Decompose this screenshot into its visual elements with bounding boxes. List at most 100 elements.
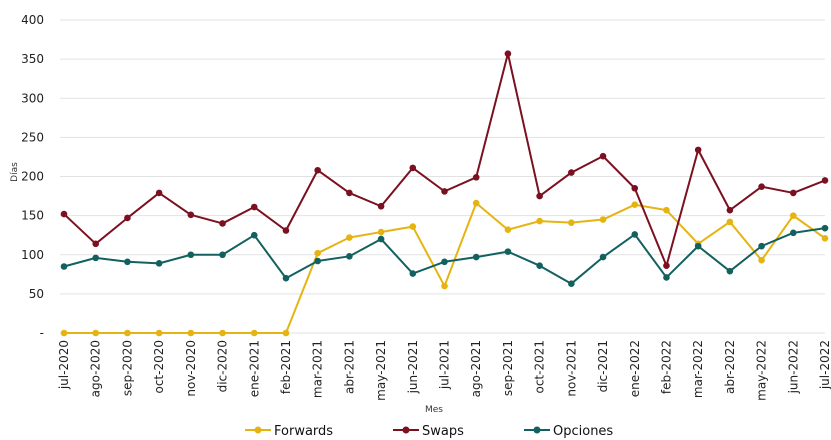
x-tick-label: abr-2021 — [342, 340, 356, 394]
data-point — [631, 201, 639, 208]
data-point — [504, 50, 512, 57]
x-tick-label: abr-2022 — [723, 340, 737, 394]
data-point — [472, 253, 480, 261]
x-tick-label: oct-2020 — [152, 340, 166, 394]
data-point — [60, 329, 68, 337]
y-axis-title: Días — [10, 162, 20, 182]
data-point — [504, 226, 512, 234]
data-point — [409, 223, 417, 230]
data-point — [599, 253, 607, 261]
y-tick-label: 300 — [21, 91, 44, 105]
legend-item-swaps: Swaps — [393, 424, 464, 439]
data-point — [789, 212, 797, 219]
data-point — [377, 202, 385, 210]
data-point — [694, 146, 702, 154]
data-point — [155, 189, 163, 197]
y-tick-label: 50 — [29, 287, 44, 301]
legend-item-forwards: Forwards — [245, 424, 333, 439]
data-point — [124, 329, 131, 337]
data-point — [314, 166, 321, 174]
data-point — [377, 228, 385, 236]
x-tick-label: may-2021 — [374, 340, 388, 401]
data-point — [409, 164, 417, 172]
legend-item-opciones: Opciones — [524, 424, 613, 439]
data-point — [758, 183, 765, 190]
data-point — [758, 256, 765, 264]
x-tick-label: feb-2022 — [659, 340, 673, 394]
data-point — [631, 231, 639, 238]
series-layer — [60, 50, 829, 337]
series-opciones — [60, 224, 829, 288]
data-point — [60, 210, 68, 218]
series-line — [64, 202, 826, 334]
data-point — [726, 206, 734, 214]
x-tick-label: ago-2021 — [469, 340, 483, 397]
legend-marker — [402, 426, 410, 434]
x-tick-label: nov-2021 — [564, 340, 578, 397]
data-point — [282, 227, 290, 234]
data-point — [599, 216, 607, 223]
data-point — [726, 267, 734, 275]
x-tick-label: mar-2021 — [311, 340, 325, 398]
x-tick-label: jul-2022 — [818, 340, 831, 390]
data-point — [441, 188, 448, 195]
data-point — [187, 329, 195, 337]
data-point — [92, 329, 100, 337]
data-point — [250, 231, 258, 239]
y-tick-label: 200 — [21, 170, 44, 184]
legend-label: Opciones — [553, 424, 613, 439]
data-point — [441, 258, 448, 266]
x-axis-title: Mes — [425, 405, 443, 415]
data-point — [92, 254, 100, 262]
x-tick-label: dic-2021 — [596, 340, 610, 392]
x-tick-label: jul-2021 — [438, 340, 452, 390]
data-point — [726, 218, 734, 226]
data-point — [314, 249, 321, 257]
data-point — [789, 229, 797, 237]
x-axis: jul-2020 ago-2020 sep-2020 oct-2020 nov-2020… — [57, 340, 831, 401]
data-point — [219, 329, 226, 337]
data-point — [187, 211, 195, 219]
data-point — [282, 329, 290, 337]
data-point — [219, 220, 226, 227]
data-point — [187, 251, 195, 259]
series-swaps — [60, 50, 829, 270]
legend-marker — [533, 426, 541, 434]
data-point — [346, 253, 353, 260]
data-point — [536, 192, 543, 200]
data-point — [663, 206, 670, 214]
legend-label: Forwards — [274, 424, 333, 439]
y-tick-label: 350 — [21, 52, 44, 66]
data-point — [758, 242, 765, 250]
x-tick-label: ene-2022 — [628, 340, 642, 397]
data-point — [441, 282, 448, 290]
data-point — [821, 177, 829, 184]
x-tick-label: ago-2020 — [89, 340, 103, 397]
data-point — [504, 248, 512, 255]
legend: Forwards Swaps Opciones — [245, 424, 613, 439]
x-tick-label: jun-2022 — [786, 340, 800, 394]
data-point — [663, 262, 670, 270]
x-tick-label: feb-2021 — [279, 340, 293, 394]
legend-marker — [254, 426, 262, 434]
data-point — [250, 329, 258, 337]
y-tick-label: 400 — [21, 13, 44, 27]
x-tick-label: jun-2021 — [406, 340, 420, 394]
data-point — [568, 280, 575, 288]
x-tick-label: sep-2020 — [120, 340, 134, 396]
data-point — [60, 263, 68, 270]
data-point — [821, 224, 829, 232]
x-tick-label: may-2022 — [755, 340, 769, 401]
data-point — [282, 274, 290, 282]
x-tick-label: nov-2020 — [184, 340, 198, 397]
y-tick-label: 100 — [21, 248, 44, 262]
x-tick-label: dic-2020 — [216, 340, 230, 392]
data-point — [155, 260, 163, 267]
data-point — [472, 199, 480, 207]
data-point — [92, 240, 100, 248]
data-point — [599, 152, 607, 160]
data-point — [631, 184, 639, 192]
data-point — [568, 219, 575, 226]
